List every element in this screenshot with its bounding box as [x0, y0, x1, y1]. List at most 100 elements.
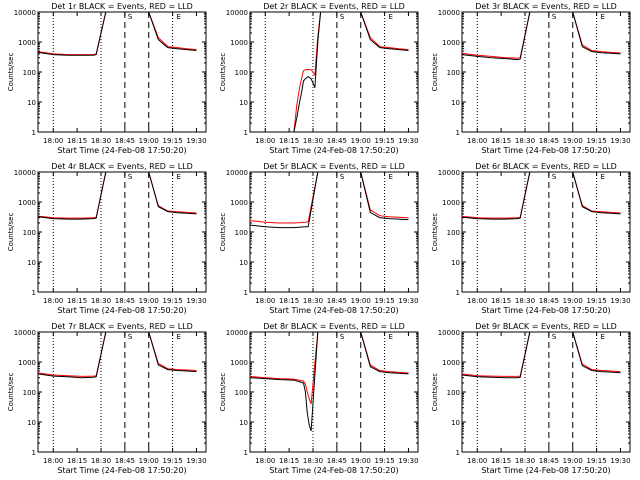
- plot-title: Det 3r BLACK = Events, RED = LLD: [475, 2, 617, 11]
- x-tick-label: 18:15: [67, 457, 87, 465]
- x-tick-label: 18:30: [515, 297, 535, 305]
- y-tick-label: 1000: [230, 199, 248, 207]
- x-tick-label: 18:00: [255, 297, 275, 305]
- marker-start-label: S: [340, 333, 345, 341]
- plot-frame: [461, 11, 631, 133]
- y-tick-label: 10000: [14, 329, 36, 337]
- y-axis-label: Counts/sec: [219, 373, 227, 412]
- y-tick-label: 1000: [230, 39, 248, 47]
- y-tick-label: 10000: [226, 9, 248, 17]
- x-tick-label: 18:00: [467, 297, 487, 305]
- x-tick-label: 19:15: [374, 457, 394, 465]
- y-tick-label: 100: [235, 389, 248, 397]
- x-tick-label: 19:30: [398, 457, 418, 465]
- x-tick-label: 18:00: [43, 137, 63, 145]
- x-tick-label: 18:30: [303, 137, 323, 145]
- x-tick-label: 18:30: [303, 297, 323, 305]
- y-tick-label: 1000: [230, 359, 248, 367]
- x-tick-label: 18:15: [67, 137, 87, 145]
- y-tick-label: 10000: [438, 9, 460, 17]
- y-tick-label: 100: [23, 69, 36, 77]
- subplot-3: Det 3r BLACK = Events, RED = LLD S E 1 10 100…: [431, 2, 631, 155]
- marker-start-label: S: [128, 173, 133, 181]
- y-tick-label: 1: [32, 129, 36, 137]
- x-tick-label: 19:30: [186, 137, 206, 145]
- events-series-line: [461, 11, 621, 61]
- x-tick-label: 18:15: [279, 137, 299, 145]
- y-tick-label: 100: [23, 229, 36, 237]
- lld-series-line: [293, 11, 409, 133]
- marker-end-label: E: [177, 13, 181, 21]
- plot-title: Det 1r BLACK = Events, RED = LLD: [51, 2, 193, 11]
- marker-start-label: S: [128, 333, 133, 341]
- x-tick-label: 18:00: [467, 137, 487, 145]
- y-tick-label: 100: [447, 229, 460, 237]
- x-tick-label: 18:30: [515, 457, 535, 465]
- plot-frame: [37, 171, 207, 293]
- y-axis-label: Counts/sec: [219, 213, 227, 252]
- marker-start-label: S: [552, 333, 557, 341]
- x-axis-label: Start Time (24-Feb-08 17:50:20): [57, 466, 186, 475]
- y-tick-label: 10: [239, 259, 248, 267]
- x-axis-label: Start Time (24-Feb-08 17:50:20): [481, 466, 610, 475]
- x-tick-label: 19:00: [139, 137, 159, 145]
- marker-end-label: E: [389, 13, 393, 21]
- events-series-line: [37, 171, 197, 220]
- x-tick-label: 18:45: [327, 297, 347, 305]
- x-tick-label: 18:30: [91, 137, 111, 145]
- x-tick-label: 18:00: [255, 137, 275, 145]
- plot-title: Det 9r BLACK = Events, RED = LLD: [475, 322, 617, 331]
- x-tick-label: 18:45: [115, 457, 135, 465]
- x-axis-label: Start Time (24-Feb-08 17:50:20): [481, 306, 610, 315]
- marker-end-label: E: [601, 333, 605, 341]
- x-tick-label: 19:15: [586, 297, 606, 305]
- marker-end-label: E: [601, 173, 605, 181]
- lld-series-line: [249, 331, 409, 405]
- x-tick-label: 19:00: [139, 297, 159, 305]
- events-series-line: [249, 331, 409, 432]
- y-tick-label: 1: [456, 289, 460, 297]
- x-tick-label: 18:00: [255, 457, 275, 465]
- x-tick-label: 19:15: [374, 297, 394, 305]
- plot-title: Det 8r BLACK = Events, RED = LLD: [263, 322, 405, 331]
- subplot-4: Det 4r BLACK = Events, RED = LLD S E 1 10 100…: [7, 162, 207, 315]
- marker-start-label: S: [128, 13, 133, 21]
- x-tick-label: 19:30: [610, 297, 630, 305]
- y-tick-label: 1000: [18, 199, 36, 207]
- events-series-line: [461, 171, 621, 220]
- subplot-9: Det 9r BLACK = Events, RED = LLD S E 1 10 100…: [431, 322, 631, 475]
- x-tick-label: 19:30: [610, 457, 630, 465]
- x-tick-label: 18:45: [327, 137, 347, 145]
- x-tick-label: 19:00: [351, 457, 371, 465]
- x-tick-label: 19:30: [398, 297, 418, 305]
- y-axis-label: Counts/sec: [431, 53, 439, 92]
- y-axis-label: Counts/sec: [7, 373, 15, 412]
- x-tick-label: 18:00: [43, 297, 63, 305]
- y-tick-label: 1: [244, 289, 248, 297]
- y-tick-label: 10: [451, 259, 460, 267]
- x-tick-label: 19:30: [398, 137, 418, 145]
- subplot-8: Det 8r BLACK = Events, RED = LLD S E 1 10 100…: [219, 322, 419, 475]
- y-tick-label: 1000: [442, 39, 460, 47]
- plot-title: Det 2r BLACK = Events, RED = LLD: [263, 2, 405, 11]
- subplot-5: Det 5r BLACK = Events, RED = LLD S E 1 10 100…: [219, 162, 419, 315]
- x-tick-label: 18:45: [539, 457, 559, 465]
- x-axis-label: Start Time (24-Feb-08 17:50:20): [269, 466, 398, 475]
- subplot-6: Det 6r BLACK = Events, RED = LLD S E 1 10 100…: [431, 162, 631, 315]
- x-axis-label: Start Time (24-Feb-08 17:50:20): [57, 146, 186, 155]
- y-tick-label: 1: [32, 289, 36, 297]
- x-tick-label: 18:45: [115, 137, 135, 145]
- x-tick-label: 18:45: [539, 297, 559, 305]
- x-axis-label: Start Time (24-Feb-08 17:50:20): [481, 146, 610, 155]
- x-tick-label: 19:15: [162, 297, 182, 305]
- plot-title: Det 5r BLACK = Events, RED = LLD: [263, 162, 405, 171]
- x-tick-label: 18:00: [467, 457, 487, 465]
- x-tick-label: 18:30: [303, 457, 323, 465]
- x-tick-label: 18:15: [279, 297, 299, 305]
- plot-title: Det 6r BLACK = Events, RED = LLD: [475, 162, 617, 171]
- marker-end-label: E: [177, 333, 181, 341]
- y-tick-label: 1: [456, 449, 460, 457]
- x-tick-label: 19:15: [162, 457, 182, 465]
- y-axis-label: Counts/sec: [7, 213, 15, 252]
